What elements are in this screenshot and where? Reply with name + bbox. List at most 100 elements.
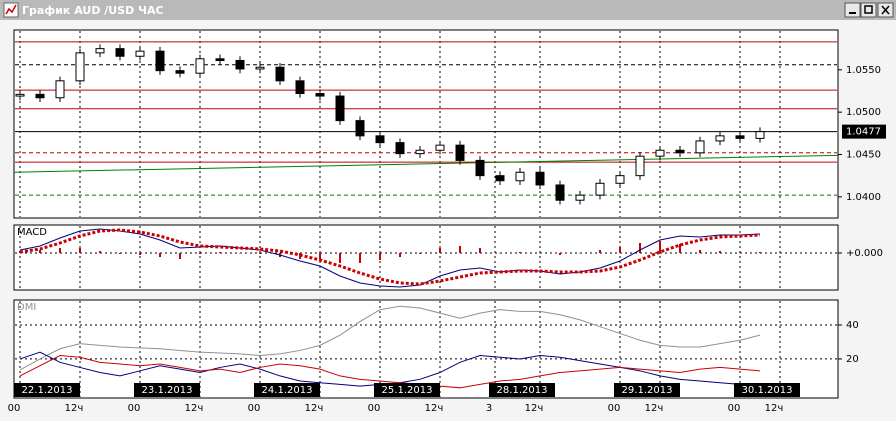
- dmi-panel: [13, 299, 839, 399]
- candle-body: [335, 95, 345, 122]
- histogram-bar: [739, 252, 741, 253]
- candle-body: [55, 80, 65, 99]
- x-tick-label: 12ч: [65, 403, 84, 414]
- series-line: [19, 228, 761, 286]
- histogram-bar: [539, 253, 541, 254]
- x-tick-label: 00: [368, 403, 381, 414]
- close-button[interactable]: [877, 2, 894, 18]
- series-line: [19, 228, 761, 288]
- histogram-bar: [439, 248, 441, 253]
- date-label-box: [134, 383, 200, 397]
- candle-body: [195, 58, 205, 74]
- last-price-box: [842, 124, 886, 139]
- date-label: 22.1.2013: [22, 385, 73, 396]
- candle-body: [715, 135, 725, 142]
- date-label-box: [374, 383, 440, 397]
- candle-body: [755, 131, 765, 139]
- candle-body: [95, 48, 105, 54]
- x-tick-label: 12ч: [185, 403, 204, 414]
- candle-body: [235, 59, 245, 70]
- date-label-box: [489, 383, 555, 397]
- x-tick-label: 3: [486, 403, 492, 414]
- histogram-bar: [699, 250, 701, 253]
- histogram-bar: [219, 252, 221, 253]
- histogram-bar: [719, 251, 721, 253]
- candle-body: [495, 175, 505, 182]
- histogram-bar: [79, 248, 81, 253]
- candle-body: [595, 182, 605, 196]
- y-tick-label: 1.0400: [846, 192, 881, 203]
- date-label: 25.1.2013: [382, 385, 433, 396]
- x-tick-label: 00: [128, 403, 141, 414]
- histogram-bar: [319, 253, 321, 259]
- date-label: 30.1.2013: [742, 385, 793, 396]
- histogram-bar: [419, 253, 421, 254]
- histogram-bar: [159, 253, 161, 257]
- candle-body: [515, 171, 525, 182]
- histogram-bar: [239, 253, 241, 254]
- date-label-box: [614, 383, 680, 397]
- candle-body: [675, 149, 685, 154]
- date-label: 24.1.2013: [262, 385, 313, 396]
- candle-body: [375, 135, 385, 144]
- window-title: График AUD /USD ЧАС: [22, 4, 164, 17]
- price-panel: [13, 29, 839, 219]
- series-line: [19, 355, 761, 389]
- histogram-bar: [359, 253, 361, 263]
- histogram-bar: [679, 244, 681, 253]
- y-tick-label: 20: [846, 354, 859, 365]
- candle-body: [135, 50, 145, 57]
- histogram-bar: [639, 243, 641, 253]
- x-tick-label: 12ч: [765, 403, 784, 414]
- x-tick-label: 00: [728, 403, 741, 414]
- candle-body: [215, 58, 225, 61]
- window-icon-graph: [5, 4, 17, 15]
- histogram-bar: [459, 246, 461, 253]
- y-tick-label: +0.000: [846, 248, 883, 259]
- histogram-bar: [199, 253, 201, 254]
- panel-title: DMI: [17, 302, 36, 313]
- trend-line: [13, 154, 839, 173]
- candle-body: [555, 184, 565, 201]
- x-tick-label: 00: [8, 403, 21, 414]
- series-line: [19, 305, 761, 371]
- date-label: 28.1.2013: [497, 385, 548, 396]
- minimize-button[interactable]: [844, 2, 861, 18]
- candle-body: [355, 120, 365, 137]
- x-tick-label: 00: [248, 403, 261, 414]
- histogram-bar: [559, 253, 561, 255]
- histogram-bar: [519, 252, 521, 253]
- last-price-label: 1.0477: [846, 127, 881, 138]
- maximize-button[interactable]: [860, 2, 877, 18]
- candle-body: [575, 194, 585, 201]
- histogram-bar: [259, 253, 261, 254]
- histogram-bar: [59, 248, 61, 253]
- histogram-bar: [759, 252, 761, 253]
- x-tick-label: 12ч: [525, 403, 544, 414]
- histogram-bar: [119, 253, 121, 254]
- histogram-bar: [399, 253, 401, 257]
- histogram-bar: [139, 253, 141, 255]
- candle-body: [175, 70, 185, 74]
- y-tick-label: 40: [846, 320, 859, 331]
- x-tick-label: 12ч: [305, 403, 324, 414]
- y-tick-label: 1.0500: [846, 107, 881, 118]
- histogram-bar: [479, 248, 481, 253]
- candle-body: [395, 142, 405, 155]
- date-label: 29.1.2013: [622, 385, 673, 396]
- histogram-bar: [619, 247, 621, 253]
- candle-body: [615, 175, 625, 184]
- histogram-bar: [579, 253, 581, 254]
- candle-body: [695, 140, 705, 154]
- candle-body: [275, 66, 285, 82]
- histogram-bar: [599, 250, 601, 253]
- macd-panel: [13, 224, 839, 291]
- candle-body: [415, 149, 425, 155]
- candle-body: [115, 48, 125, 57]
- candle-body: [15, 93, 25, 97]
- date-label: 23.1.2013: [142, 385, 193, 396]
- panel-title: MACD: [17, 227, 47, 238]
- candle-body: [315, 93, 325, 97]
